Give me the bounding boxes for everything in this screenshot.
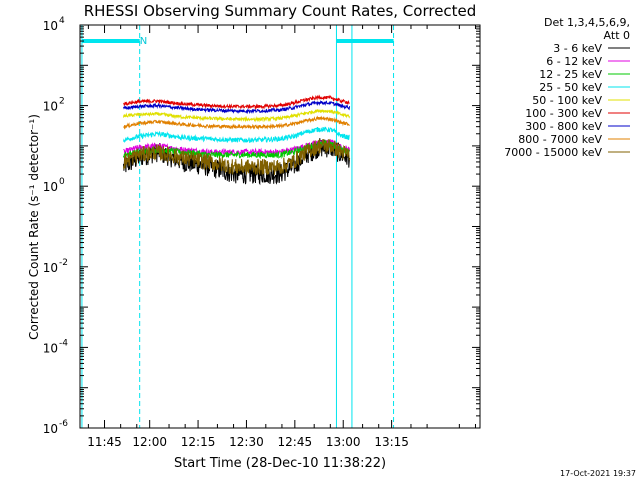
series-layer — [123, 94, 351, 186]
y-tick-exponent: -4 — [59, 338, 68, 348]
legend-label: 7000 - 15000 keV — [504, 146, 602, 159]
x-tick-label: 12:30 — [229, 435, 264, 449]
y-tick-label: 10 — [43, 100, 58, 114]
x-tick-label: 13:15 — [374, 435, 409, 449]
footer-timestamp: 17-Oct-2021 19:37 — [560, 469, 636, 478]
legend-label: 3 - 6 keV — [553, 42, 602, 55]
x-tick-label: 11:45 — [87, 435, 122, 449]
y-tick-label: 10 — [43, 261, 58, 275]
plot-area — [80, 25, 480, 428]
x-tick-label: 12:00 — [132, 435, 167, 449]
legend-label: 12 - 25 keV — [539, 68, 602, 81]
legend-label: 50 - 100 keV — [532, 94, 602, 107]
legend-label: 6 - 12 keV — [546, 55, 602, 68]
chart-title: RHESSI Observing Summary Count Rates, Co… — [84, 2, 477, 20]
series-line-800-7000-kev — [123, 115, 350, 131]
x-tick-label: 13:00 — [326, 435, 361, 449]
y-tick-label: 10 — [43, 422, 58, 436]
plot-area-fill — [80, 25, 480, 428]
legend-label: 100 - 300 keV — [525, 107, 602, 120]
x-tick-label: 12:45 — [278, 435, 313, 449]
series-line-50-100-kev — [123, 109, 351, 123]
x-axis-ticks: 11:45 12:00 12:15 12:30 12:45 13:00 13:15 — [87, 25, 476, 449]
annotation-layer: N — [140, 36, 147, 47]
legend-header-line: Att 0 — [604, 29, 630, 42]
y-tick-exponent: 2 — [59, 97, 65, 107]
legend-label: 800 - 7000 keV — [518, 133, 602, 146]
x-tick-label: 12:15 — [181, 435, 216, 449]
y-tick-exponent: 0 — [59, 177, 65, 187]
series-line-7000-15000-kev — [123, 138, 351, 175]
y-tick-label: 10 — [43, 341, 58, 355]
legend-label: 25 - 50 keV — [539, 81, 602, 94]
legend-header-line: Det 1,3,4,5,6,9, — [544, 16, 630, 29]
y-tick-exponent: -2 — [59, 258, 68, 268]
annotation-label: N — [140, 36, 147, 47]
series-line-25-50-kev — [123, 126, 350, 144]
y-axis-label: Corrected Count Rate (s⁻¹ detector⁻¹) — [27, 114, 41, 340]
y-tick-label: 10 — [43, 19, 58, 33]
series-line-300-800-kev — [123, 99, 351, 115]
y-tick-exponent: -6 — [59, 419, 68, 429]
x-axis-label: Start Time (28-Dec-10 11:38:22) — [174, 456, 386, 471]
y-tick-exponent: 4 — [59, 16, 65, 26]
series-line-100-300-kev — [123, 94, 350, 110]
y-tick-label: 10 — [43, 180, 58, 194]
legend-label: 300 - 800 keV — [525, 120, 602, 133]
